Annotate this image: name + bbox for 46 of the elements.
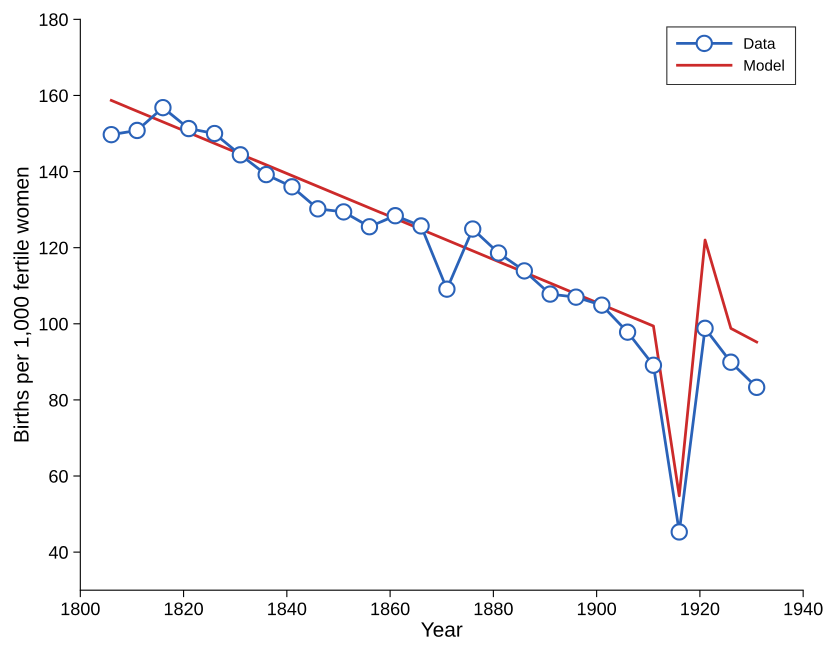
point xyxy=(206,124,224,142)
point xyxy=(490,244,508,262)
point xyxy=(360,218,378,236)
x-tick-label: 1860 xyxy=(371,602,410,616)
point xyxy=(541,285,559,303)
point xyxy=(722,354,740,371)
x-axis-title: Year xyxy=(421,622,462,637)
y-tick-label: 120 xyxy=(40,242,68,254)
point xyxy=(516,262,534,280)
y-tick-label: 100 xyxy=(40,318,68,331)
point xyxy=(309,200,327,218)
point xyxy=(644,356,662,374)
point xyxy=(154,98,172,116)
point xyxy=(748,378,766,396)
y-axis-title: Births per 1,000 fertile women xyxy=(13,168,33,442)
x-tick-label: 1800 xyxy=(62,602,100,616)
point xyxy=(128,122,146,140)
y-tick-label: 60 xyxy=(49,470,68,483)
point xyxy=(386,207,404,224)
point xyxy=(464,220,482,238)
legend-label: Model xyxy=(744,60,784,71)
point xyxy=(696,320,714,338)
x-tick-label: 1840 xyxy=(268,602,306,616)
point xyxy=(670,523,688,541)
y-tick-label: 80 xyxy=(49,394,68,407)
point xyxy=(412,217,430,235)
y-tick-label: 180 xyxy=(40,13,68,26)
point xyxy=(334,203,352,221)
x-tick-label: 1820 xyxy=(164,602,203,616)
x-tick-label: 1900 xyxy=(578,602,616,616)
point xyxy=(232,146,250,164)
y-tick-label: 160 xyxy=(40,89,68,102)
point xyxy=(283,178,301,196)
point xyxy=(618,323,636,341)
x-tick-label: 1880 xyxy=(474,602,513,616)
x-tick-label: 1920 xyxy=(681,602,720,616)
point xyxy=(593,296,610,314)
point xyxy=(438,280,456,298)
point xyxy=(180,120,198,138)
point xyxy=(258,166,275,184)
x-tick-label: 1940 xyxy=(784,602,823,616)
y-tick-label: 40 xyxy=(48,546,68,559)
y-tick-label: 140 xyxy=(40,166,68,178)
legend-label: Data xyxy=(744,38,776,49)
point xyxy=(102,126,120,144)
point xyxy=(567,288,585,306)
